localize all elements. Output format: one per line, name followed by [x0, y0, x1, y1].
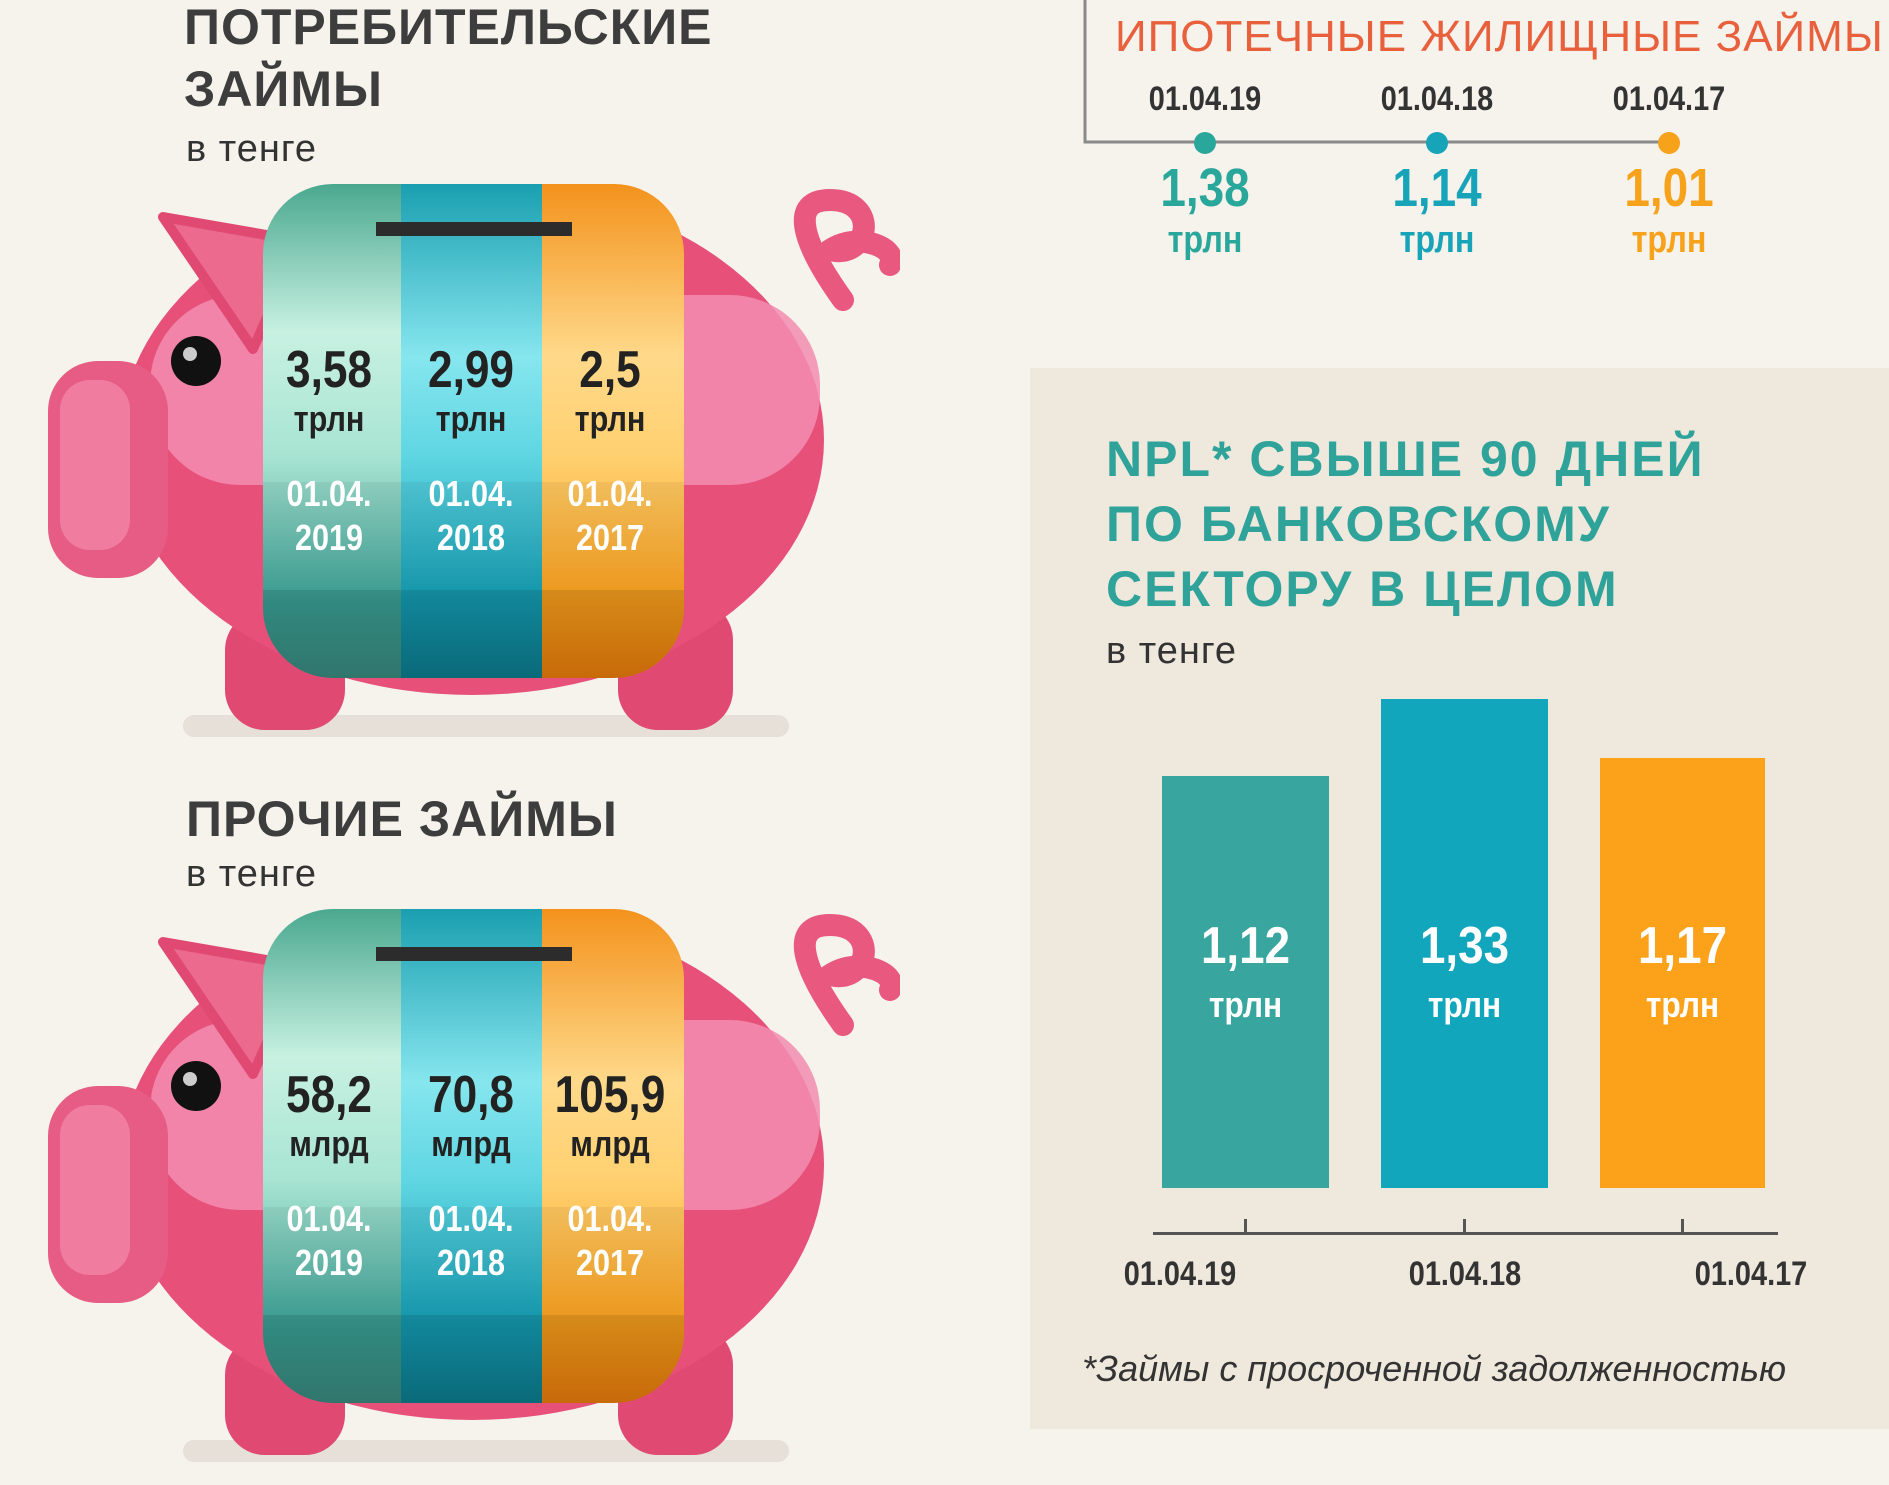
bar-unit-label: трлн [1645, 983, 1720, 1025]
coin-slot [376, 947, 572, 961]
loan-value: 3,58 [285, 341, 373, 399]
loan-unit: трлн [574, 398, 646, 439]
bar-value-label: 1,33 [1419, 917, 1510, 975]
date-year: 2019 [294, 1242, 364, 1283]
timeline-dot-2019 [1194, 132, 1216, 154]
pig-eye [171, 336, 221, 386]
npl-title-line3: СЕКТОРУ В ЦЕЛОМ [1106, 561, 1619, 617]
bar-unit-label: трлн [1427, 984, 1502, 1025]
date-year: 2018 [436, 1242, 506, 1283]
date-year: 2019 [294, 517, 364, 558]
mortgage-point: 01.04.18 1,14 трлн [1362, 80, 1512, 262]
date-year: 2018 [436, 517, 506, 558]
date-year: 2017 [575, 1242, 645, 1283]
consumer-title: ПОТРЕБИТЕЛЬСКИЕ ЗАЙМЫ [184, 0, 713, 120]
mortgage-timeline [1083, 0, 1680, 154]
loan-value: 2,99 [427, 341, 515, 399]
loan-unit: млрд [570, 1123, 650, 1164]
consumer-title-line1: ПОТРЕБИТЕЛЬСКИЕ [184, 0, 713, 55]
loan-unit: трлн [435, 398, 507, 439]
other-column: 105,9 млрд 01.04. 2017 [535, 1065, 685, 1285]
bar-unit-label: трлн [1208, 983, 1283, 1025]
npl-bar: 1,33 трлн [1381, 699, 1548, 1188]
x-axis-tick-label: 01.04.17 [1694, 1255, 1808, 1293]
mortgage-date: 01.04.19 [1148, 80, 1262, 118]
other-title: ПРОЧИЕ ЗАЙМЫ [186, 791, 618, 847]
mortgage-unit: трлн [1167, 219, 1243, 261]
mortgage-value: 1,01 [1624, 158, 1714, 218]
npl-title: NPL* СВЫШЕ 90 ДНЕЙ ПО БАНКОВСКОМУ СЕКТОР… [1106, 427, 1705, 622]
other-column: 70,8 млрд 01.04. 2018 [396, 1065, 546, 1285]
pig-stripes [263, 184, 684, 678]
timeline-dot-2017 [1658, 132, 1680, 154]
loan-date: 01.04. 2019 [265, 472, 393, 560]
date-day-month: 01.04. [567, 473, 653, 514]
consumer-subtitle: в тенге [186, 128, 318, 170]
x-axis [1153, 1232, 1778, 1235]
x-axis-tick-label: 01.04.19 [1123, 1255, 1237, 1293]
npl-bar: 1,12 трлн [1162, 776, 1329, 1188]
consumer-column: 3,58 трлн 01.04. 2019 [254, 340, 404, 560]
mortgage-value: 1,38 [1160, 158, 1250, 218]
npl-subtitle: в тенге [1106, 630, 1238, 672]
loan-date: 01.04. 2017 [546, 472, 674, 560]
pig-tail [793, 188, 900, 311]
date-day-month: 01.04. [567, 1198, 653, 1239]
other-column: 58,2 млрд 01.04. 2019 [254, 1065, 404, 1285]
npl-title-line1: NPL* СВЫШЕ 90 ДНЕЙ [1106, 431, 1705, 487]
bar-value-label: 1,17 [1637, 916, 1728, 975]
date-day-month: 01.04. [286, 473, 372, 514]
loan-value: 70,8 [427, 1066, 515, 1124]
timeline-dot-2018 [1426, 132, 1448, 154]
npl-title-line2: ПО БАНКОВСКОМУ [1106, 496, 1611, 552]
coin-slot [376, 222, 572, 236]
mortgage-value: 1,14 [1392, 158, 1482, 218]
loan-date: 01.04. 2018 [407, 1197, 535, 1285]
mortgage-point: 01.04.17 1,01 трлн [1594, 80, 1744, 262]
loan-unit: млрд [431, 1123, 511, 1164]
bar-value-label: 1,12 [1200, 916, 1291, 975]
mortgage-unit: трлн [1399, 219, 1475, 261]
pig-tail [793, 913, 900, 1036]
loan-date: 01.04. 2019 [265, 1197, 393, 1285]
x-axis-tick [1244, 1219, 1247, 1233]
loan-unit: млрд [289, 1123, 369, 1164]
loan-unit: трлн [293, 398, 365, 439]
mortgage-date: 01.04.17 [1612, 80, 1726, 118]
date-year: 2017 [575, 517, 645, 558]
date-day-month: 01.04. [428, 1198, 514, 1239]
mortgage-title: ИПОТЕЧНЫЕ ЖИЛИЩНЫЕ ЗАЙМЫ [1115, 12, 1884, 61]
other-subtitle: в тенге [186, 853, 318, 895]
loan-value: 105,9 [554, 1066, 666, 1124]
mortgage-date: 01.04.18 [1380, 80, 1494, 118]
loan-value: 58,2 [285, 1066, 373, 1124]
mortgage-unit: трлн [1631, 219, 1707, 261]
date-day-month: 01.04. [286, 1198, 372, 1239]
x-axis-tick-label: 01.04.18 [1408, 1255, 1522, 1293]
loan-date: 01.04. 2018 [407, 472, 535, 560]
consumer-title-line2: ЗАЙМЫ [184, 61, 383, 117]
consumer-column: 2,99 трлн 01.04. 2018 [396, 340, 546, 560]
pig-stripes [263, 909, 684, 1403]
loan-value: 2,5 [579, 341, 641, 399]
loan-date: 01.04. 2017 [546, 1197, 674, 1285]
npl-footnote: *Займы с просроченной задолженностью [1082, 1348, 1787, 1389]
npl-bar: 1,17 трлн [1600, 757, 1765, 1188]
x-axis-tick [1681, 1219, 1684, 1233]
timeline-line [1083, 0, 1670, 144]
consumer-piggy-bank: 3,58 трлн 01.04. 2019 2,99 трлн 01.04. 2018… [0, 0, 900, 760]
pig-eye [171, 1061, 221, 1111]
mortgage-point: 01.04.19 1,38 трлн [1130, 80, 1280, 262]
x-axis-tick [1463, 1219, 1466, 1233]
date-day-month: 01.04. [428, 473, 514, 514]
consumer-column: 2,5 трлн 01.04. 2017 [535, 340, 685, 560]
